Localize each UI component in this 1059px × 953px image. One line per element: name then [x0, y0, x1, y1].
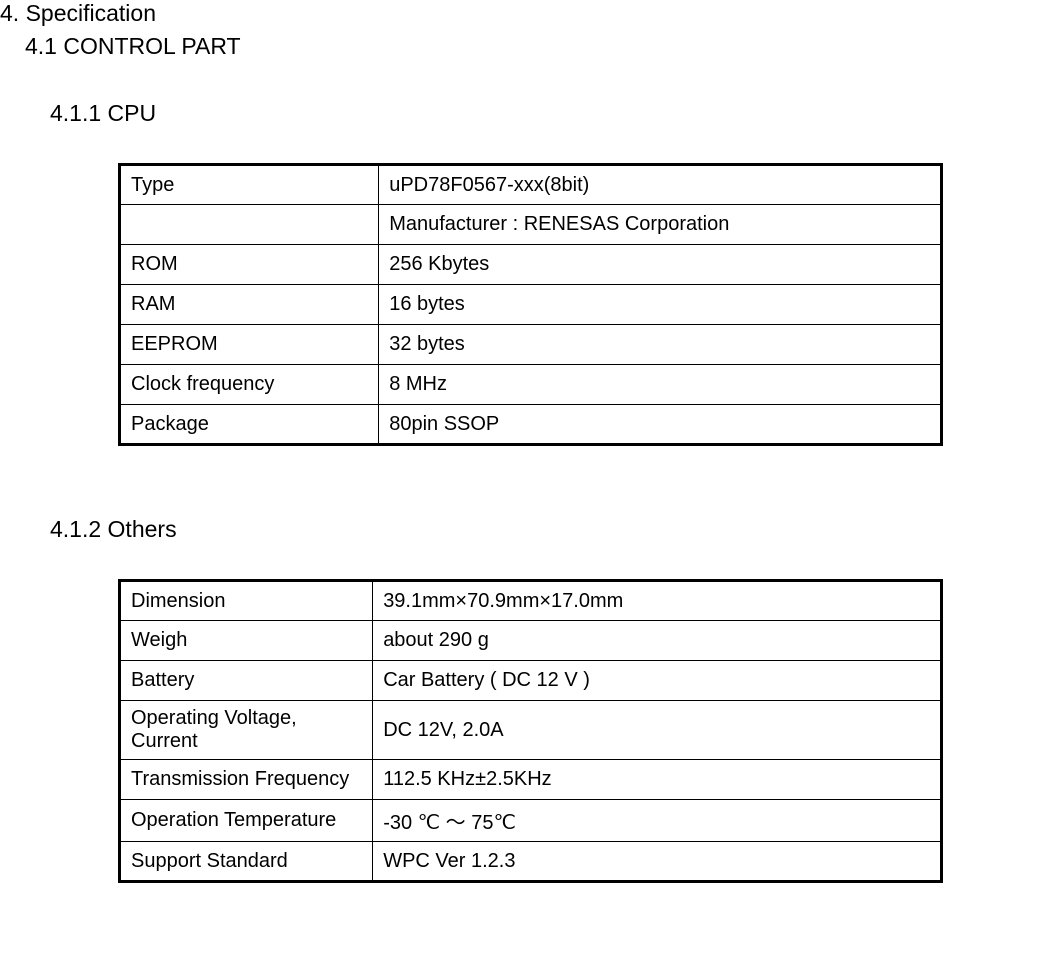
table-row: Type uPD78F0567-xxx(8bit) [120, 165, 942, 205]
others-table: Dimension 39.1mm×70.9mm×17.0mm Weigh abo… [118, 579, 943, 883]
spec-value: uPD78F0567-xxx(8bit) [379, 165, 942, 205]
subsection-heading: 4.1 CONTROL PART [0, 33, 1059, 60]
table-row: Operating Voltage, Current DC 12V, 2.0A [120, 701, 942, 760]
section-heading: 4. Specification [0, 0, 1059, 27]
spec-label: Clock frequency [120, 365, 379, 405]
table-row: Clock frequency 8 MHz [120, 365, 942, 405]
spec-value: 16 bytes [379, 285, 942, 325]
spec-value: Car Battery ( DC 12 V ) [373, 661, 942, 701]
spec-value: about 290 g [373, 621, 942, 661]
table-row: Manufacturer : RENESAS Corporation [120, 205, 942, 245]
table-row: Support Standard WPC Ver 1.2.3 [120, 842, 942, 882]
spec-value: Manufacturer : RENESAS Corporation [379, 205, 942, 245]
spec-value: 39.1mm×70.9mm×17.0mm [373, 581, 942, 621]
others-heading: 4.1.2 Others [0, 516, 1059, 543]
spec-value: -30 ℃ ～ 75℃ [373, 800, 942, 842]
spec-label: ROM [120, 245, 379, 285]
table-row: RAM 16 bytes [120, 285, 942, 325]
spec-label: RAM [120, 285, 379, 325]
spec-label: Dimension [120, 581, 373, 621]
spec-label: EEPROM [120, 325, 379, 365]
table-row: Battery Car Battery ( DC 12 V ) [120, 661, 942, 701]
spec-label: Battery [120, 661, 373, 701]
spec-label: Operating Voltage, Current [120, 701, 373, 760]
table-row: Dimension 39.1mm×70.9mm×17.0mm [120, 581, 942, 621]
spec-value: 8 MHz [379, 365, 942, 405]
spec-label: Transmission Frequency [120, 760, 373, 800]
spec-value: WPC Ver 1.2.3 [373, 842, 942, 882]
document-page: 4. Specification 4.1 CONTROL PART 4.1.1 … [0, 0, 1059, 883]
spec-value: 80pin SSOP [379, 405, 942, 445]
spec-label: Operation Temperature [120, 800, 373, 842]
table-row: ROM 256 Kbytes [120, 245, 942, 285]
spec-value: 32 bytes [379, 325, 942, 365]
spec-label: Weigh [120, 621, 373, 661]
table-row: Transmission Frequency 112.5 KHz±2.5KHz [120, 760, 942, 800]
spec-value: 256 Kbytes [379, 245, 942, 285]
spec-label: Type [120, 165, 379, 205]
table-row: Operation Temperature -30 ℃ ～ 75℃ [120, 800, 942, 842]
table-row: Weigh about 290 g [120, 621, 942, 661]
cpu-heading: 4.1.1 CPU [0, 100, 1059, 127]
spec-label: Package [120, 405, 379, 445]
table-row: Package 80pin SSOP [120, 405, 942, 445]
spec-label [120, 205, 379, 245]
table-row: EEPROM 32 bytes [120, 325, 942, 365]
spec-value: 112.5 KHz±2.5KHz [373, 760, 942, 800]
spec-value: DC 12V, 2.0A [373, 701, 942, 760]
spec-label: Support Standard [120, 842, 373, 882]
cpu-table: Type uPD78F0567-xxx(8bit) Manufacturer :… [118, 163, 943, 446]
